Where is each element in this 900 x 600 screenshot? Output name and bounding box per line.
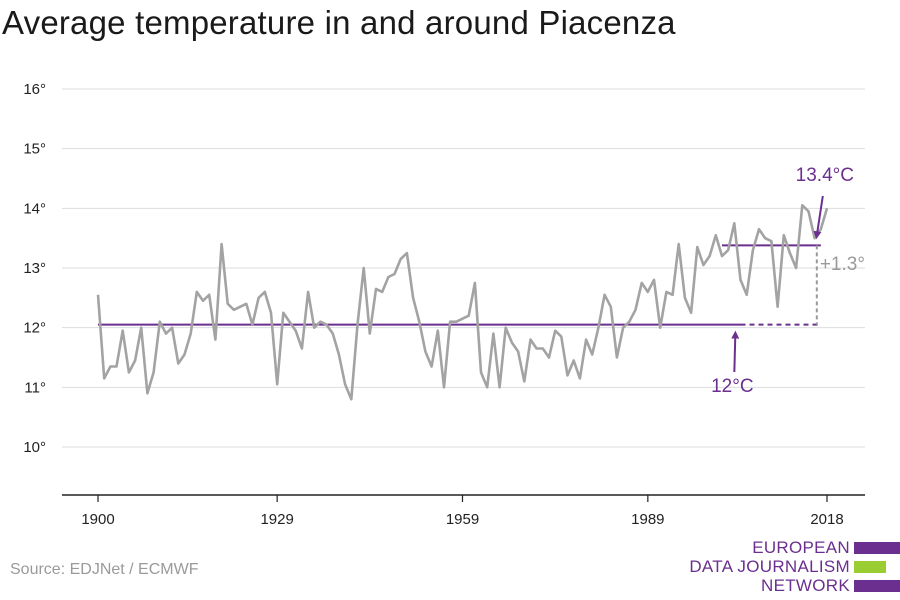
series-layer: [96, 204, 829, 401]
chart-title: Average temperature in and around Piacen…: [2, 4, 676, 41]
gridlines: [62, 88, 865, 448]
logo-line-3: NETWORK: [761, 576, 850, 595]
y-tick-label-15: 15°: [23, 141, 46, 158]
y-axis-tick-labels: 10° 11° 12° 13° 14° 15° 16°: [23, 81, 46, 456]
logo-bar-purple-bottom: [854, 580, 900, 592]
label-13-4c: 13.4°C: [796, 165, 854, 186]
logo-bar-green: [854, 561, 886, 573]
y-tick-label-10: 10°: [23, 439, 46, 456]
label-difference: +1.3°: [820, 254, 865, 275]
label-12c: 12°C: [711, 376, 753, 397]
logo-line-2: DATA JOURNALISM: [689, 557, 850, 576]
annotations: 12°C 13.4°C +1.3°: [711, 165, 865, 397]
temperature-series-line: [96, 204, 829, 401]
arrow-13-4c: [813, 195, 824, 240]
x-axis: 1900 1929 1959 1989 2018: [62, 494, 865, 528]
y-tick-label-16: 16°: [23, 81, 46, 98]
x-tick-label-1989: 1989: [631, 511, 664, 528]
y-tick-label-12: 12°: [23, 320, 46, 337]
x-tick-label-1959: 1959: [446, 511, 479, 528]
y-tick-label-11: 11°: [24, 379, 46, 396]
logo-line-1: EUROPEAN: [752, 538, 850, 557]
y-tick-label-14: 14°: [23, 200, 46, 217]
x-tick-label-1929: 1929: [260, 511, 293, 528]
y-tick-label-13: 13°: [23, 260, 46, 277]
arrow-12c: [731, 330, 740, 373]
source-note: Source: EDJNet / ECMWF: [10, 561, 199, 578]
logo-bar-purple-top: [854, 542, 900, 554]
x-tick-label-2018: 2018: [810, 511, 843, 528]
x-tick-label-1900: 1900: [81, 511, 114, 528]
edjnet-logo[interactable]: EUROPEAN DATA JOURNALISM NETWORK: [689, 538, 900, 596]
reference-lines: [98, 244, 821, 326]
